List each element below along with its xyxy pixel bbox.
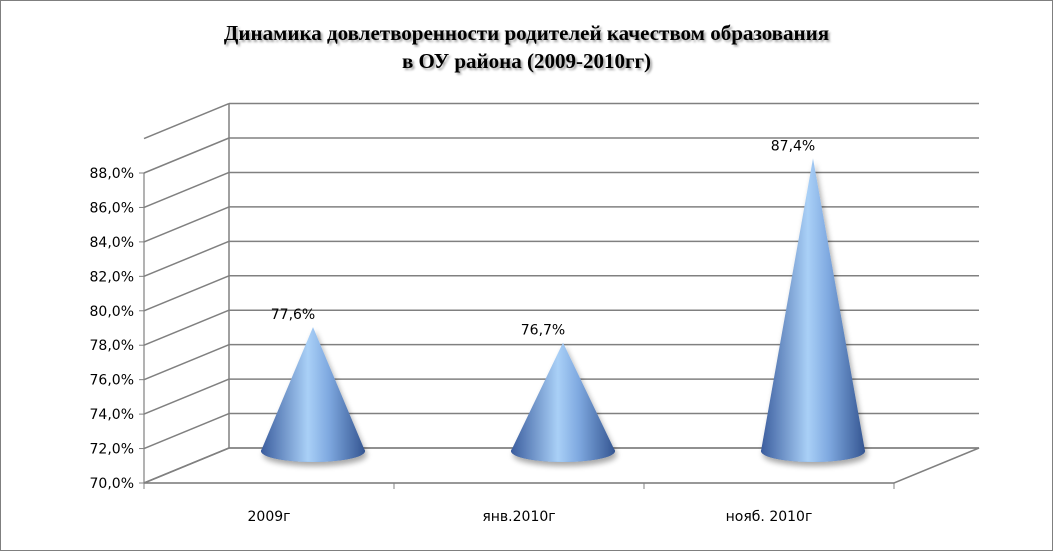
- y-tick-label: 84,0%: [90, 235, 134, 251]
- data-label: 77,6%: [271, 307, 315, 323]
- x-tick-label: нояб. 2010г: [726, 509, 813, 525]
- side-gridline: [143, 137, 230, 174]
- data-labels: 77,6% 76,7% 87,4%: [271, 138, 815, 338]
- y-tick-label: 80,0%: [90, 304, 134, 320]
- side-gridline: [143, 412, 230, 450]
- cone-2: [511, 342, 615, 462]
- chart-title-line2: в ОУ района (2009-2010гг): [401, 49, 652, 73]
- side-gridline: [143, 206, 230, 243]
- cone-body: [761, 158, 865, 463]
- side-gridline: [143, 378, 230, 415]
- y-tick-label: 74,0%: [90, 407, 134, 423]
- y-tick-label: 88,0%: [90, 166, 134, 182]
- side-gridline: [143, 309, 230, 346]
- y-tick-label: 76,0%: [90, 373, 134, 389]
- side-gridline: [143, 171, 230, 209]
- data-label: 87,4%: [771, 138, 815, 154]
- side-gridline: [143, 343, 230, 381]
- y-tick-label: 82,0%: [90, 269, 134, 285]
- side-gridline: [143, 102, 230, 140]
- x-tick-label: 2009г: [248, 509, 291, 525]
- side-gridline: [143, 240, 230, 278]
- x-tick-label: янв.2010г: [482, 509, 555, 525]
- data-label: 76,7%: [521, 323, 565, 339]
- cone-body: [261, 327, 365, 462]
- cone-body: [511, 342, 615, 462]
- y-axis-ticks: 70,0% 72,0% 74,0% 76,0% 78,0% 80,0% 82,0% 84,0%…: [90, 166, 145, 492]
- y-tick-label: 78,0%: [90, 338, 134, 354]
- chart-title-line1: Динамика довлетворенности родителей каче…: [223, 21, 830, 45]
- y-tick-label: 86,0%: [90, 200, 134, 216]
- cone-1: [261, 327, 365, 462]
- cones: [261, 158, 865, 463]
- side-gridline: [143, 275, 230, 312]
- x-axis: 2009г янв.2010г нояб. 2010г: [143, 482, 895, 525]
- y-tick-label: 72,0%: [90, 442, 134, 458]
- y-tick-label: 70,0%: [90, 476, 134, 492]
- cone-3: [761, 158, 865, 463]
